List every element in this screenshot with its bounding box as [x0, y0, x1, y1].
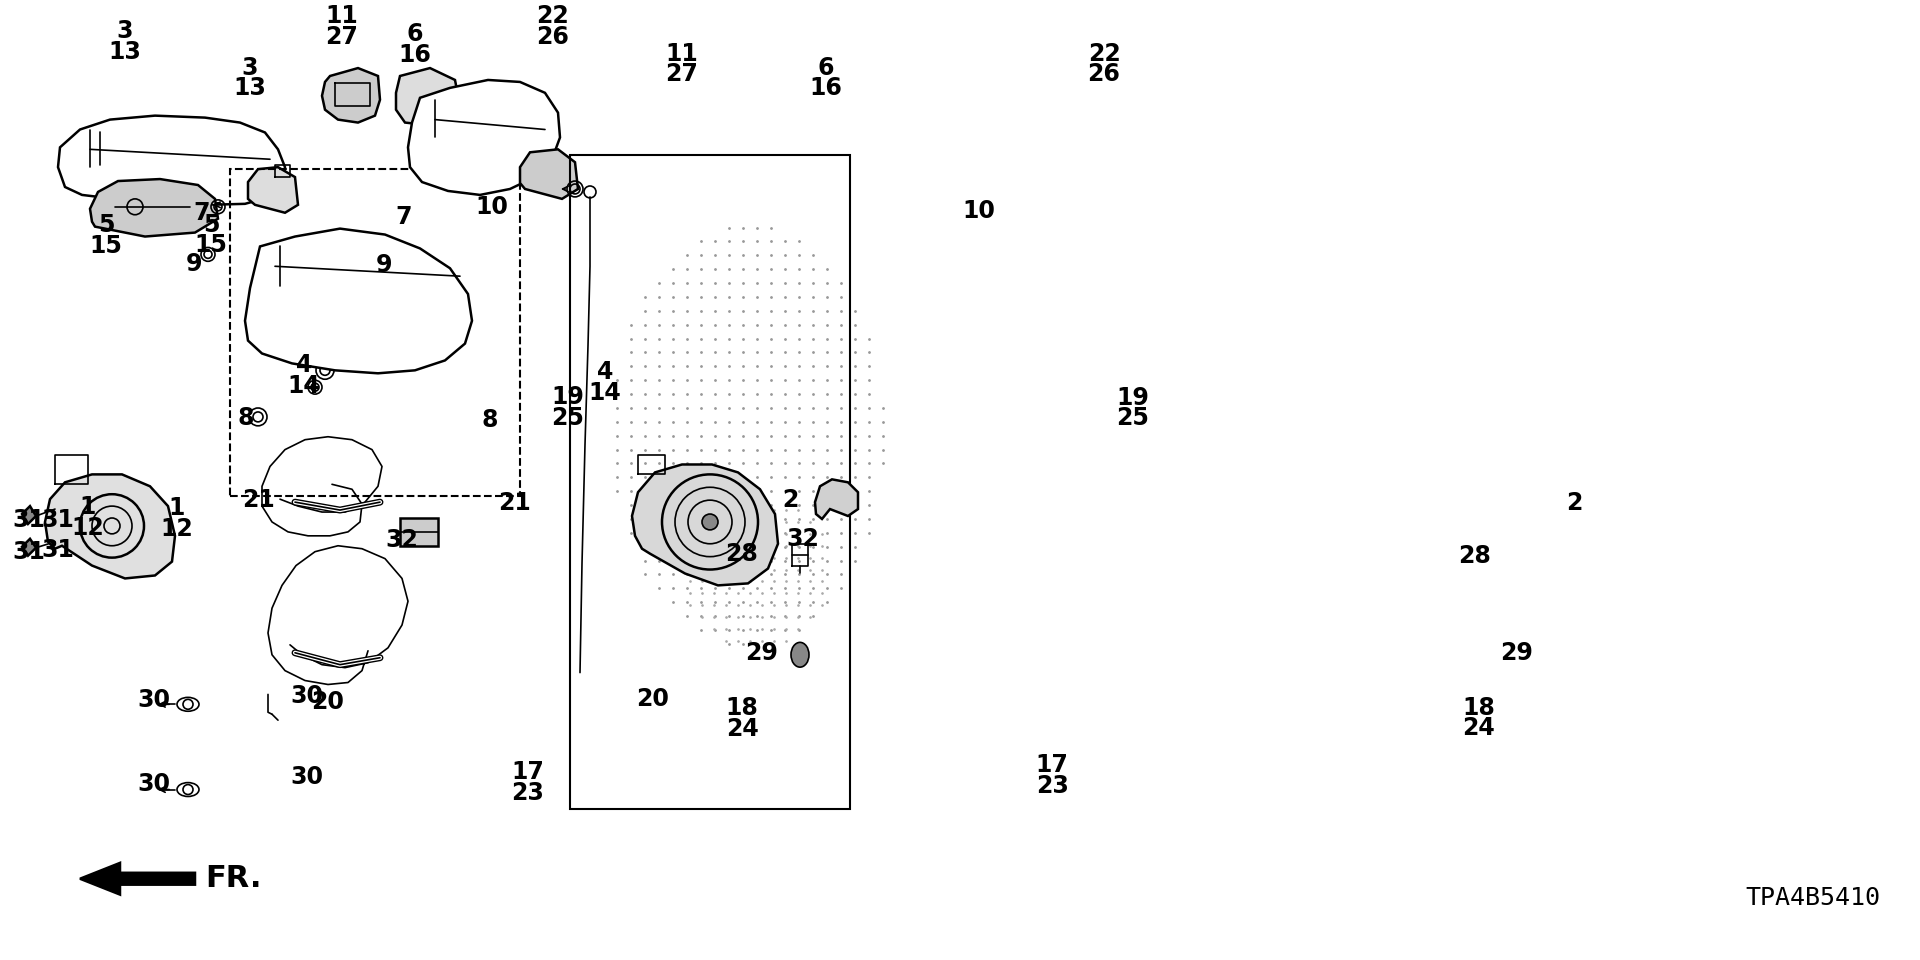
Polygon shape [520, 150, 578, 199]
Text: 8: 8 [238, 406, 253, 430]
Text: 1: 1 [81, 495, 96, 519]
Text: 31: 31 [13, 508, 46, 532]
Text: 21: 21 [497, 491, 532, 515]
Text: 19: 19 [1116, 386, 1150, 410]
Text: 9: 9 [376, 252, 392, 276]
Text: 15: 15 [90, 233, 123, 257]
Text: 32: 32 [386, 528, 419, 552]
Text: 12: 12 [71, 516, 104, 540]
Text: 18: 18 [726, 696, 758, 720]
Text: 2: 2 [781, 488, 799, 512]
Text: 2: 2 [1567, 491, 1582, 515]
Text: 15: 15 [194, 233, 228, 257]
Text: 6: 6 [407, 22, 422, 46]
Text: 32: 32 [785, 527, 820, 551]
Ellipse shape [177, 782, 200, 797]
Text: 12: 12 [159, 516, 194, 540]
Text: 31: 31 [13, 540, 46, 564]
Text: 7: 7 [396, 205, 411, 229]
Text: 9: 9 [186, 252, 202, 276]
Text: 16: 16 [808, 76, 843, 100]
Ellipse shape [177, 697, 200, 711]
Text: 26: 26 [536, 26, 570, 50]
Text: 30: 30 [138, 773, 171, 797]
Polygon shape [396, 68, 461, 126]
Text: 30: 30 [290, 684, 324, 708]
Text: 24: 24 [726, 717, 758, 741]
Polygon shape [323, 68, 380, 123]
Bar [230, 169, 520, 496]
Text: FR.: FR. [205, 864, 261, 893]
Bar [570, 156, 851, 809]
Text: 18: 18 [1461, 696, 1496, 720]
Text: 27: 27 [664, 61, 699, 85]
Text: 31: 31 [40, 508, 75, 532]
Ellipse shape [791, 642, 808, 667]
Text: 21: 21 [242, 488, 275, 512]
Text: 29: 29 [745, 640, 778, 664]
Text: 30: 30 [290, 765, 324, 789]
Text: 19: 19 [551, 385, 584, 409]
Polygon shape [44, 474, 175, 579]
Text: 11: 11 [664, 41, 699, 65]
Polygon shape [246, 228, 472, 373]
Polygon shape [58, 115, 284, 204]
Text: 10: 10 [962, 199, 996, 223]
Text: 20: 20 [636, 686, 670, 710]
Polygon shape [21, 539, 36, 556]
Text: 13: 13 [232, 76, 267, 100]
Text: 17: 17 [511, 759, 545, 783]
Polygon shape [81, 863, 196, 895]
Text: 25: 25 [1116, 406, 1150, 430]
Bar [399, 518, 438, 545]
Text: 14: 14 [288, 374, 321, 398]
Text: 5: 5 [98, 212, 115, 236]
Text: 4: 4 [597, 360, 612, 384]
Circle shape [703, 514, 718, 530]
Text: 10: 10 [476, 195, 509, 219]
Text: 24: 24 [1461, 716, 1496, 740]
Text: 26: 26 [1087, 61, 1121, 85]
Text: 31: 31 [40, 539, 75, 563]
Text: 22: 22 [1087, 41, 1121, 65]
Text: 23: 23 [1035, 774, 1069, 798]
Text: 16: 16 [399, 43, 432, 67]
Text: 14: 14 [588, 380, 622, 404]
Polygon shape [814, 479, 858, 519]
Text: 13: 13 [109, 40, 142, 64]
Text: 22: 22 [536, 5, 570, 29]
Text: 3: 3 [117, 19, 132, 43]
Text: 28: 28 [1457, 544, 1492, 568]
Text: 3: 3 [242, 56, 257, 80]
Text: 29: 29 [1500, 641, 1534, 665]
Text: 28: 28 [726, 541, 758, 565]
Text: 7: 7 [194, 201, 211, 225]
Polygon shape [248, 167, 298, 213]
Polygon shape [90, 180, 219, 236]
Text: 25: 25 [551, 406, 584, 430]
Polygon shape [407, 80, 561, 195]
Text: 27: 27 [326, 26, 359, 50]
Text: 4: 4 [296, 353, 313, 377]
Text: 20: 20 [311, 690, 344, 714]
Text: 1: 1 [169, 496, 184, 520]
Text: TPA4B5410: TPA4B5410 [1745, 886, 1880, 910]
Polygon shape [21, 506, 36, 524]
Text: 8: 8 [482, 408, 497, 432]
Polygon shape [632, 465, 778, 586]
Text: 23: 23 [511, 780, 545, 804]
Text: 17: 17 [1035, 754, 1069, 778]
Text: 30: 30 [138, 688, 171, 712]
Text: 11: 11 [326, 5, 359, 29]
Text: 5: 5 [204, 213, 219, 237]
Text: 6: 6 [818, 56, 833, 80]
